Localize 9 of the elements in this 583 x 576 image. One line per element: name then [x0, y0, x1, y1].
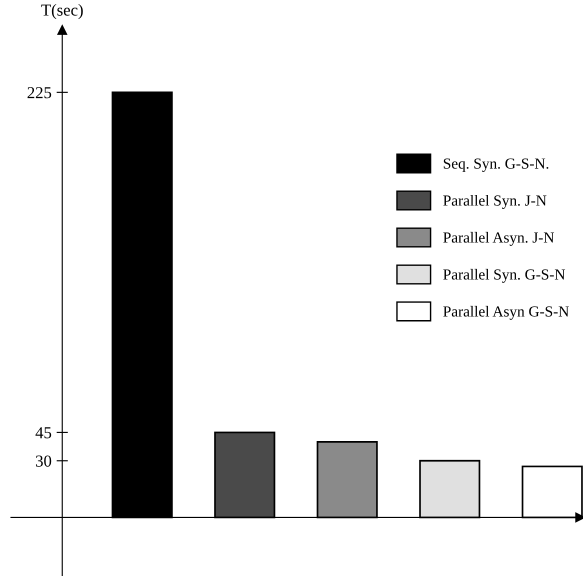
y-axis-title: T(sec)	[41, 4, 83, 20]
legend-label: Parallel Syn. J-N	[443, 194, 546, 209]
legend-label: Parallel Asyn G-S-N	[443, 306, 569, 320]
y-tick-label: 225	[28, 87, 52, 98]
y-tick-label: 45	[35, 427, 52, 438]
y-tick-label: 30	[36, 455, 52, 467]
legend-label: Parallel Asyn. J-N	[443, 232, 554, 246]
legend-label: Parallel Syn. G-S-N	[443, 268, 566, 283]
legend-label: Seq. Syn. G-S-N.	[444, 158, 548, 172]
